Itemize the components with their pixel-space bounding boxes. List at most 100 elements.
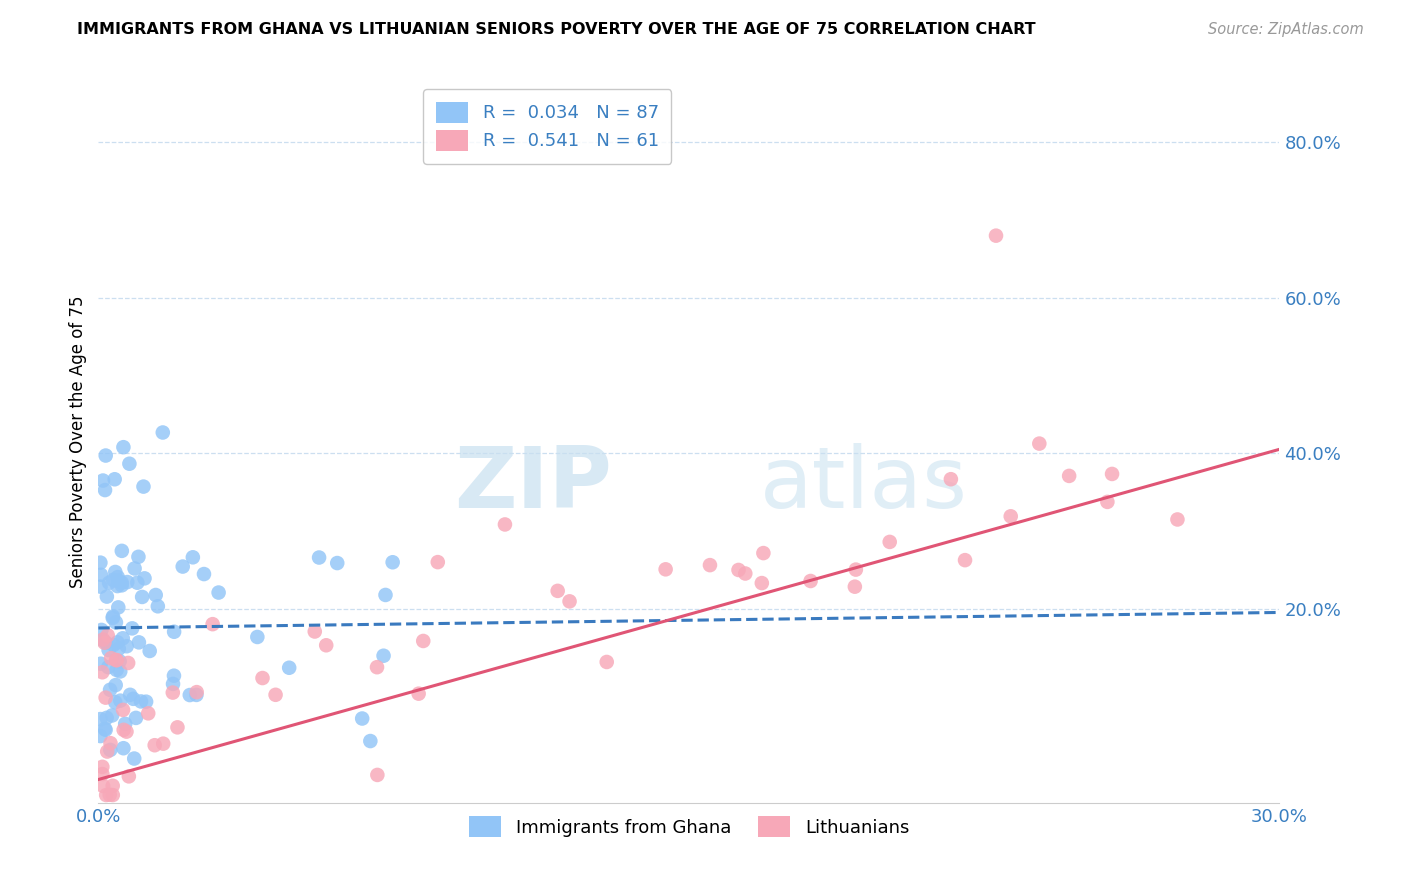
Point [101, 573, 124, 587]
Point [366, 768, 388, 782]
Point [752, 546, 775, 560]
Point [101, 779, 124, 793]
Point [412, 634, 434, 648]
Point [181, 550, 204, 565]
Point [146, 599, 169, 614]
Point [186, 688, 208, 702]
Point [96, 590, 118, 604]
Point [111, 575, 134, 590]
Point [800, 574, 823, 588]
Point [91, 633, 114, 648]
Point [1028, 436, 1050, 450]
Point [1166, 512, 1188, 526]
Point [110, 665, 132, 679]
Point [879, 535, 901, 549]
Point [163, 624, 186, 639]
Point [381, 555, 404, 569]
Point [118, 769, 141, 783]
Point [112, 440, 135, 454]
Point [96, 745, 118, 759]
Point [104, 615, 127, 630]
Point [105, 653, 128, 667]
Point [408, 687, 430, 701]
Point [96, 788, 118, 802]
Point [135, 695, 157, 709]
Legend: Immigrants from Ghana, Lithuanians: Immigrants from Ghana, Lithuanians [458, 805, 920, 848]
Point [326, 556, 349, 570]
Text: ZIP: ZIP [454, 443, 612, 526]
Point [93, 722, 115, 736]
Point [91, 767, 114, 781]
Point [127, 575, 149, 590]
Point [91, 474, 114, 488]
Point [1097, 495, 1119, 509]
Point [107, 570, 129, 584]
Text: atlas: atlas [759, 443, 967, 526]
Point [107, 574, 129, 588]
Point [107, 635, 129, 649]
Point [101, 788, 124, 802]
Point [91, 760, 114, 774]
Point [112, 723, 135, 737]
Point [114, 716, 136, 731]
Point [98, 743, 121, 757]
Point [734, 566, 756, 581]
Point [252, 671, 274, 685]
Point [112, 741, 135, 756]
Point [118, 457, 141, 471]
Point [138, 644, 160, 658]
Point [94, 723, 117, 737]
Point [94, 449, 117, 463]
Point [494, 517, 516, 532]
Point [97, 628, 120, 642]
Point [110, 693, 132, 707]
Point [112, 703, 135, 717]
Point [108, 654, 131, 668]
Point [193, 567, 215, 582]
Point [145, 588, 167, 602]
Point [98, 575, 121, 590]
Point [101, 609, 124, 624]
Point [352, 712, 374, 726]
Point [108, 641, 131, 656]
Text: Source: ZipAtlas.com: Source: ZipAtlas.com [1208, 22, 1364, 37]
Point [103, 638, 125, 652]
Point [111, 578, 134, 592]
Point [104, 472, 127, 486]
Point [844, 580, 866, 594]
Point [654, 562, 676, 576]
Point [1101, 467, 1123, 481]
Point [120, 688, 142, 702]
Point [134, 571, 156, 585]
Point [366, 660, 388, 674]
Point [162, 677, 184, 691]
Point [111, 632, 134, 646]
Point [124, 561, 146, 575]
Point [845, 563, 868, 577]
Point [359, 734, 381, 748]
Point [101, 708, 124, 723]
Point [699, 558, 721, 573]
Point [97, 660, 120, 674]
Point [163, 669, 186, 683]
Point [143, 738, 166, 752]
Point [304, 624, 326, 639]
Point [152, 737, 174, 751]
Point [97, 643, 120, 657]
Point [166, 720, 188, 734]
Point [98, 788, 121, 802]
Point [201, 617, 224, 632]
Point [152, 425, 174, 440]
Point [94, 690, 117, 705]
Point [207, 585, 229, 599]
Point [264, 688, 287, 702]
Point [128, 635, 150, 649]
Point [100, 736, 122, 750]
Point [727, 563, 749, 577]
Point [136, 706, 159, 721]
Point [558, 594, 581, 608]
Point [129, 694, 152, 708]
Point [104, 678, 127, 692]
Point [91, 632, 114, 647]
Point [953, 553, 976, 567]
